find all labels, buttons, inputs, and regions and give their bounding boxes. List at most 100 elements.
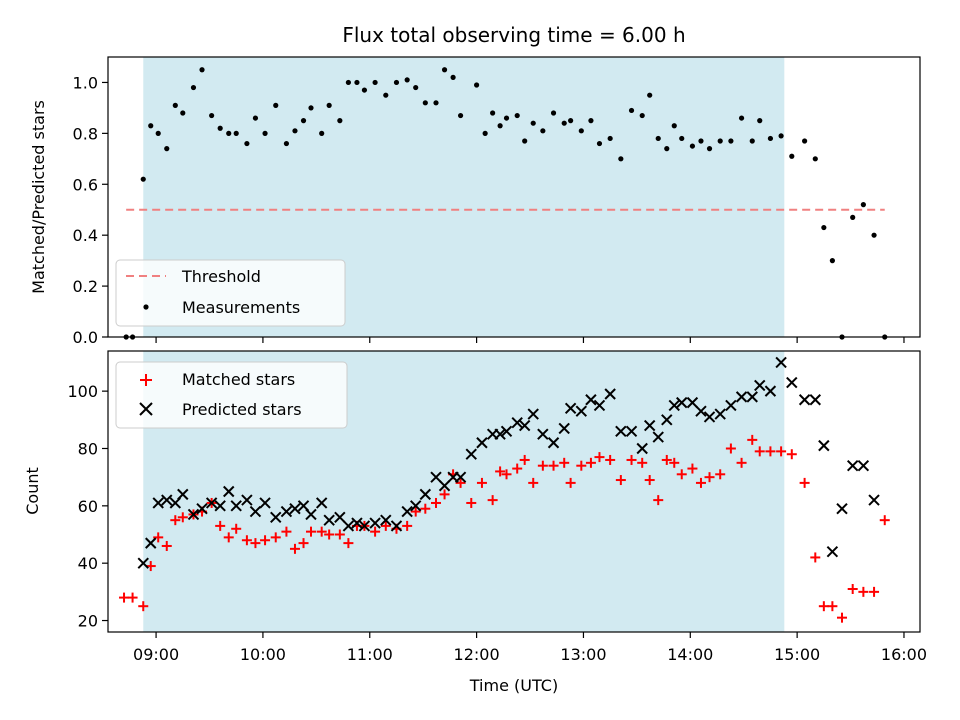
measurement-point	[550, 110, 557, 116]
measurement-point	[568, 118, 574, 124]
predicted-point	[465, 448, 477, 460]
measurement-point	[540, 128, 546, 134]
matched-point	[605, 454, 616, 465]
panel-top-frame	[107, 56, 921, 338]
matched-point	[476, 477, 487, 488]
predicted-point	[241, 494, 253, 506]
measurement-point	[871, 232, 877, 238]
matched-point	[626, 454, 637, 465]
matched-point	[495, 466, 506, 477]
legend-top-box	[115, 259, 346, 327]
measurement-point	[433, 100, 439, 106]
predicted-point	[818, 439, 830, 452]
predicted-point	[826, 546, 839, 558]
predicted-point	[430, 471, 442, 483]
matched-point	[715, 469, 726, 480]
predicted-point	[636, 442, 648, 455]
measurement-point	[802, 138, 808, 144]
measurement-point	[522, 138, 528, 144]
predicted-point	[518, 419, 531, 432]
legend-matched-label: Matched stars	[182, 370, 295, 389]
measurement-point	[664, 146, 670, 152]
panel-top: 0.0 0.2 0.4 0.6 0.8 1.0 Matched/Predicted sta…	[29, 56, 921, 347]
measurement-point	[140, 176, 146, 182]
measurement-point	[778, 133, 784, 139]
x-tick-label: 11:00	[347, 645, 393, 664]
matched-point	[334, 529, 345, 540]
measurement-point	[372, 79, 378, 86]
matched-point	[241, 535, 252, 546]
predicted-point	[725, 399, 737, 412]
predicted-point	[137, 557, 149, 569]
y-tick-label: 0.0	[73, 328, 98, 347]
matched-point	[289, 543, 300, 554]
panel-top-ticks: 0.0 0.2 0.4 0.6 0.8 1.0	[73, 73, 905, 347]
y-tick-label: 0.6	[73, 175, 98, 194]
measurement-point	[244, 140, 250, 147]
matched-point	[431, 497, 442, 508]
y-tick-label: 1.0	[73, 73, 98, 92]
matched-point	[410, 506, 421, 517]
x-tick-label: 15:00	[774, 645, 820, 664]
measurement-point	[698, 138, 704, 144]
panel-bottom-frame	[107, 350, 921, 633]
legend-measurements-label: Measurements	[182, 298, 300, 317]
matched-point	[615, 475, 626, 486]
measurement-point	[262, 130, 268, 136]
legend-top: Threshold Measurements	[115, 259, 346, 327]
x-tick-label: 12:00	[454, 645, 500, 664]
measurement-point	[404, 77, 410, 83]
measurement-point	[561, 120, 567, 126]
predicted-point	[409, 500, 422, 512]
measurement-point	[233, 130, 239, 136]
x-tick-label: 16:00	[881, 645, 927, 664]
predicted-point	[643, 419, 656, 432]
matched-point	[231, 523, 242, 534]
measurement-point	[393, 79, 400, 86]
measurement-point	[180, 110, 186, 116]
predicted-point	[798, 394, 811, 406]
matched-point	[585, 457, 596, 468]
predicted-point	[746, 391, 758, 403]
measurement-point	[514, 112, 520, 119]
matched-point	[837, 612, 848, 623]
predicted-point	[527, 408, 539, 420]
measurement-point	[217, 125, 223, 131]
measurement-point	[639, 112, 645, 119]
measurement-point	[618, 156, 624, 162]
matched-point	[370, 526, 381, 537]
measurement-point	[757, 118, 763, 124]
y-tick-label: 60	[78, 497, 98, 516]
measurement-point	[628, 107, 635, 114]
predicted-point	[152, 497, 164, 509]
measurement-point	[689, 143, 696, 149]
panel-top-marks	[123, 67, 888, 340]
predicted-point	[575, 405, 588, 417]
measurement-point	[738, 115, 745, 121]
predicted-point	[214, 500, 226, 512]
predicted-point	[315, 497, 328, 509]
matched-point	[153, 532, 164, 543]
panel-bottom-ylabel: Count	[23, 467, 42, 515]
measurement-point	[292, 128, 298, 134]
legend-measurements-swatch	[143, 304, 149, 310]
predicted-point	[177, 488, 189, 501]
predicted-point	[358, 520, 371, 532]
predicted-point	[836, 502, 848, 515]
predicted-point	[585, 394, 597, 406]
measurement-point	[164, 146, 170, 152]
measurement-point	[679, 135, 685, 142]
matched-point	[528, 477, 539, 488]
measurement-point	[199, 67, 205, 73]
measurement-point	[345, 79, 351, 86]
matched-point	[439, 489, 450, 500]
matched-point	[455, 477, 466, 488]
predicted-point	[547, 437, 560, 449]
matched-point	[281, 526, 292, 537]
matched-point	[559, 457, 570, 468]
panel-bottom-ticks: 20 40 60 80 100 09:00 10:00 11:00 12:00 13:00 14:0…	[67, 382, 927, 664]
predicted-point	[270, 511, 282, 524]
legend-predicted-swatch	[139, 402, 153, 416]
predicted-point	[280, 505, 293, 518]
legend-bottom: Matched stars Predicted stars	[115, 361, 348, 429]
